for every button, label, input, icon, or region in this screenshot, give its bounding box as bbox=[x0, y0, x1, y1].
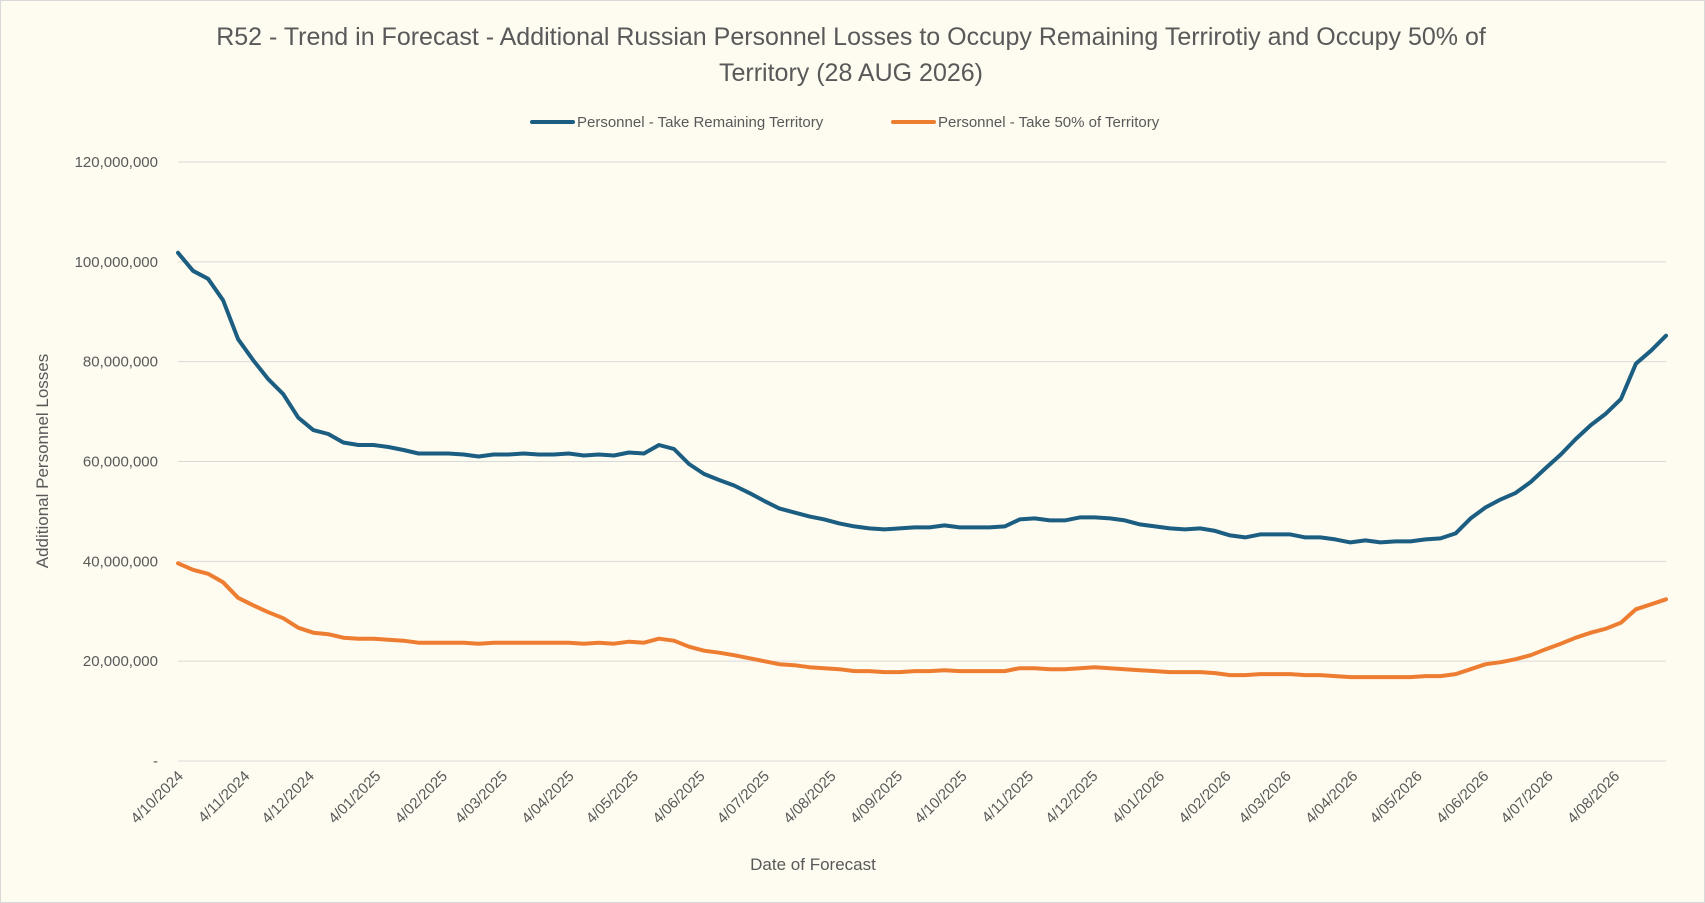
x-tick-label: 4/01/2026 bbox=[1109, 768, 1168, 827]
x-tick-label: 4/12/2024 bbox=[259, 768, 318, 827]
x-tick-label: 4/01/2025 bbox=[325, 768, 384, 827]
x-tick-label: 4/12/2025 bbox=[1042, 768, 1101, 827]
series-line-50pct-territory bbox=[176, 561, 1668, 680]
y-axis-title: Additional Personnel Losses bbox=[33, 354, 52, 569]
chart-title: R52 - Trend in Forecast - Additional Rus… bbox=[151, 19, 1551, 91]
x-axis-title: Date of Forecast bbox=[750, 855, 876, 874]
x-tick-label: 4/04/2026 bbox=[1302, 768, 1361, 827]
x-tick-label: 4/05/2026 bbox=[1367, 768, 1426, 827]
gridlines bbox=[178, 161, 1666, 762]
x-tick-label: 4/11/2024 bbox=[195, 768, 253, 826]
y-tick-label: 80,000,000 bbox=[83, 354, 158, 371]
x-axis-ticks: 4/10/2024 4/11/2024 4/12/2024 4/01/2025 4/02… bbox=[128, 768, 1624, 827]
x-tick-label: 4/10/2025 bbox=[911, 768, 970, 827]
y-tick-label: 40,000,000 bbox=[83, 553, 158, 570]
x-tick-label: 4/02/2026 bbox=[1175, 768, 1234, 827]
series-lines bbox=[176, 250, 1668, 680]
x-tick-label: 4/02/2025 bbox=[392, 768, 451, 827]
x-tick-label: 4/11/2025 bbox=[979, 768, 1037, 826]
y-tick-label: 60,000,000 bbox=[83, 454, 158, 471]
legend-label-remaining: Personnel - Take Remaining Territory bbox=[577, 114, 824, 131]
x-tick-label: 4/08/2025 bbox=[780, 768, 839, 827]
x-tick-label: 4/07/2025 bbox=[714, 768, 773, 827]
chart-title-line-2: Territory (28 AUG 2026) bbox=[719, 59, 983, 87]
chart-title-line-1: R52 - Trend in Forecast - Additional Rus… bbox=[216, 23, 1486, 51]
y-tick-label: 120,000,000 bbox=[75, 154, 158, 171]
legend: Personnel - Take Remaining Territory Per… bbox=[530, 114, 1160, 131]
x-tick-label: 4/08/2026 bbox=[1564, 768, 1623, 827]
x-tick-label: 4/09/2025 bbox=[847, 768, 906, 827]
legend-label-50pct: Personnel - Take 50% of Territory bbox=[938, 114, 1160, 131]
x-tick-label: 4/07/2026 bbox=[1498, 768, 1557, 827]
y-tick-label: - bbox=[153, 753, 158, 770]
x-tick-label: 4/10/2024 bbox=[128, 768, 187, 827]
x-tick-label: 4/05/2025 bbox=[583, 768, 642, 827]
x-tick-label: 4/06/2025 bbox=[649, 768, 708, 827]
series-line-remaining-territory bbox=[176, 250, 1668, 545]
x-tick-label: 4/04/2025 bbox=[518, 768, 577, 827]
y-axis-ticks: - 20,000,000 40,000,000 60,000,000 80,000,00… bbox=[75, 154, 158, 770]
y-tick-label: 20,000,000 bbox=[83, 653, 158, 670]
x-tick-label: 4/03/2025 bbox=[452, 768, 511, 827]
y-tick-label: 100,000,000 bbox=[75, 254, 158, 271]
x-tick-label: 4/03/2026 bbox=[1236, 768, 1295, 827]
x-tick-label: 4/06/2026 bbox=[1433, 768, 1492, 827]
